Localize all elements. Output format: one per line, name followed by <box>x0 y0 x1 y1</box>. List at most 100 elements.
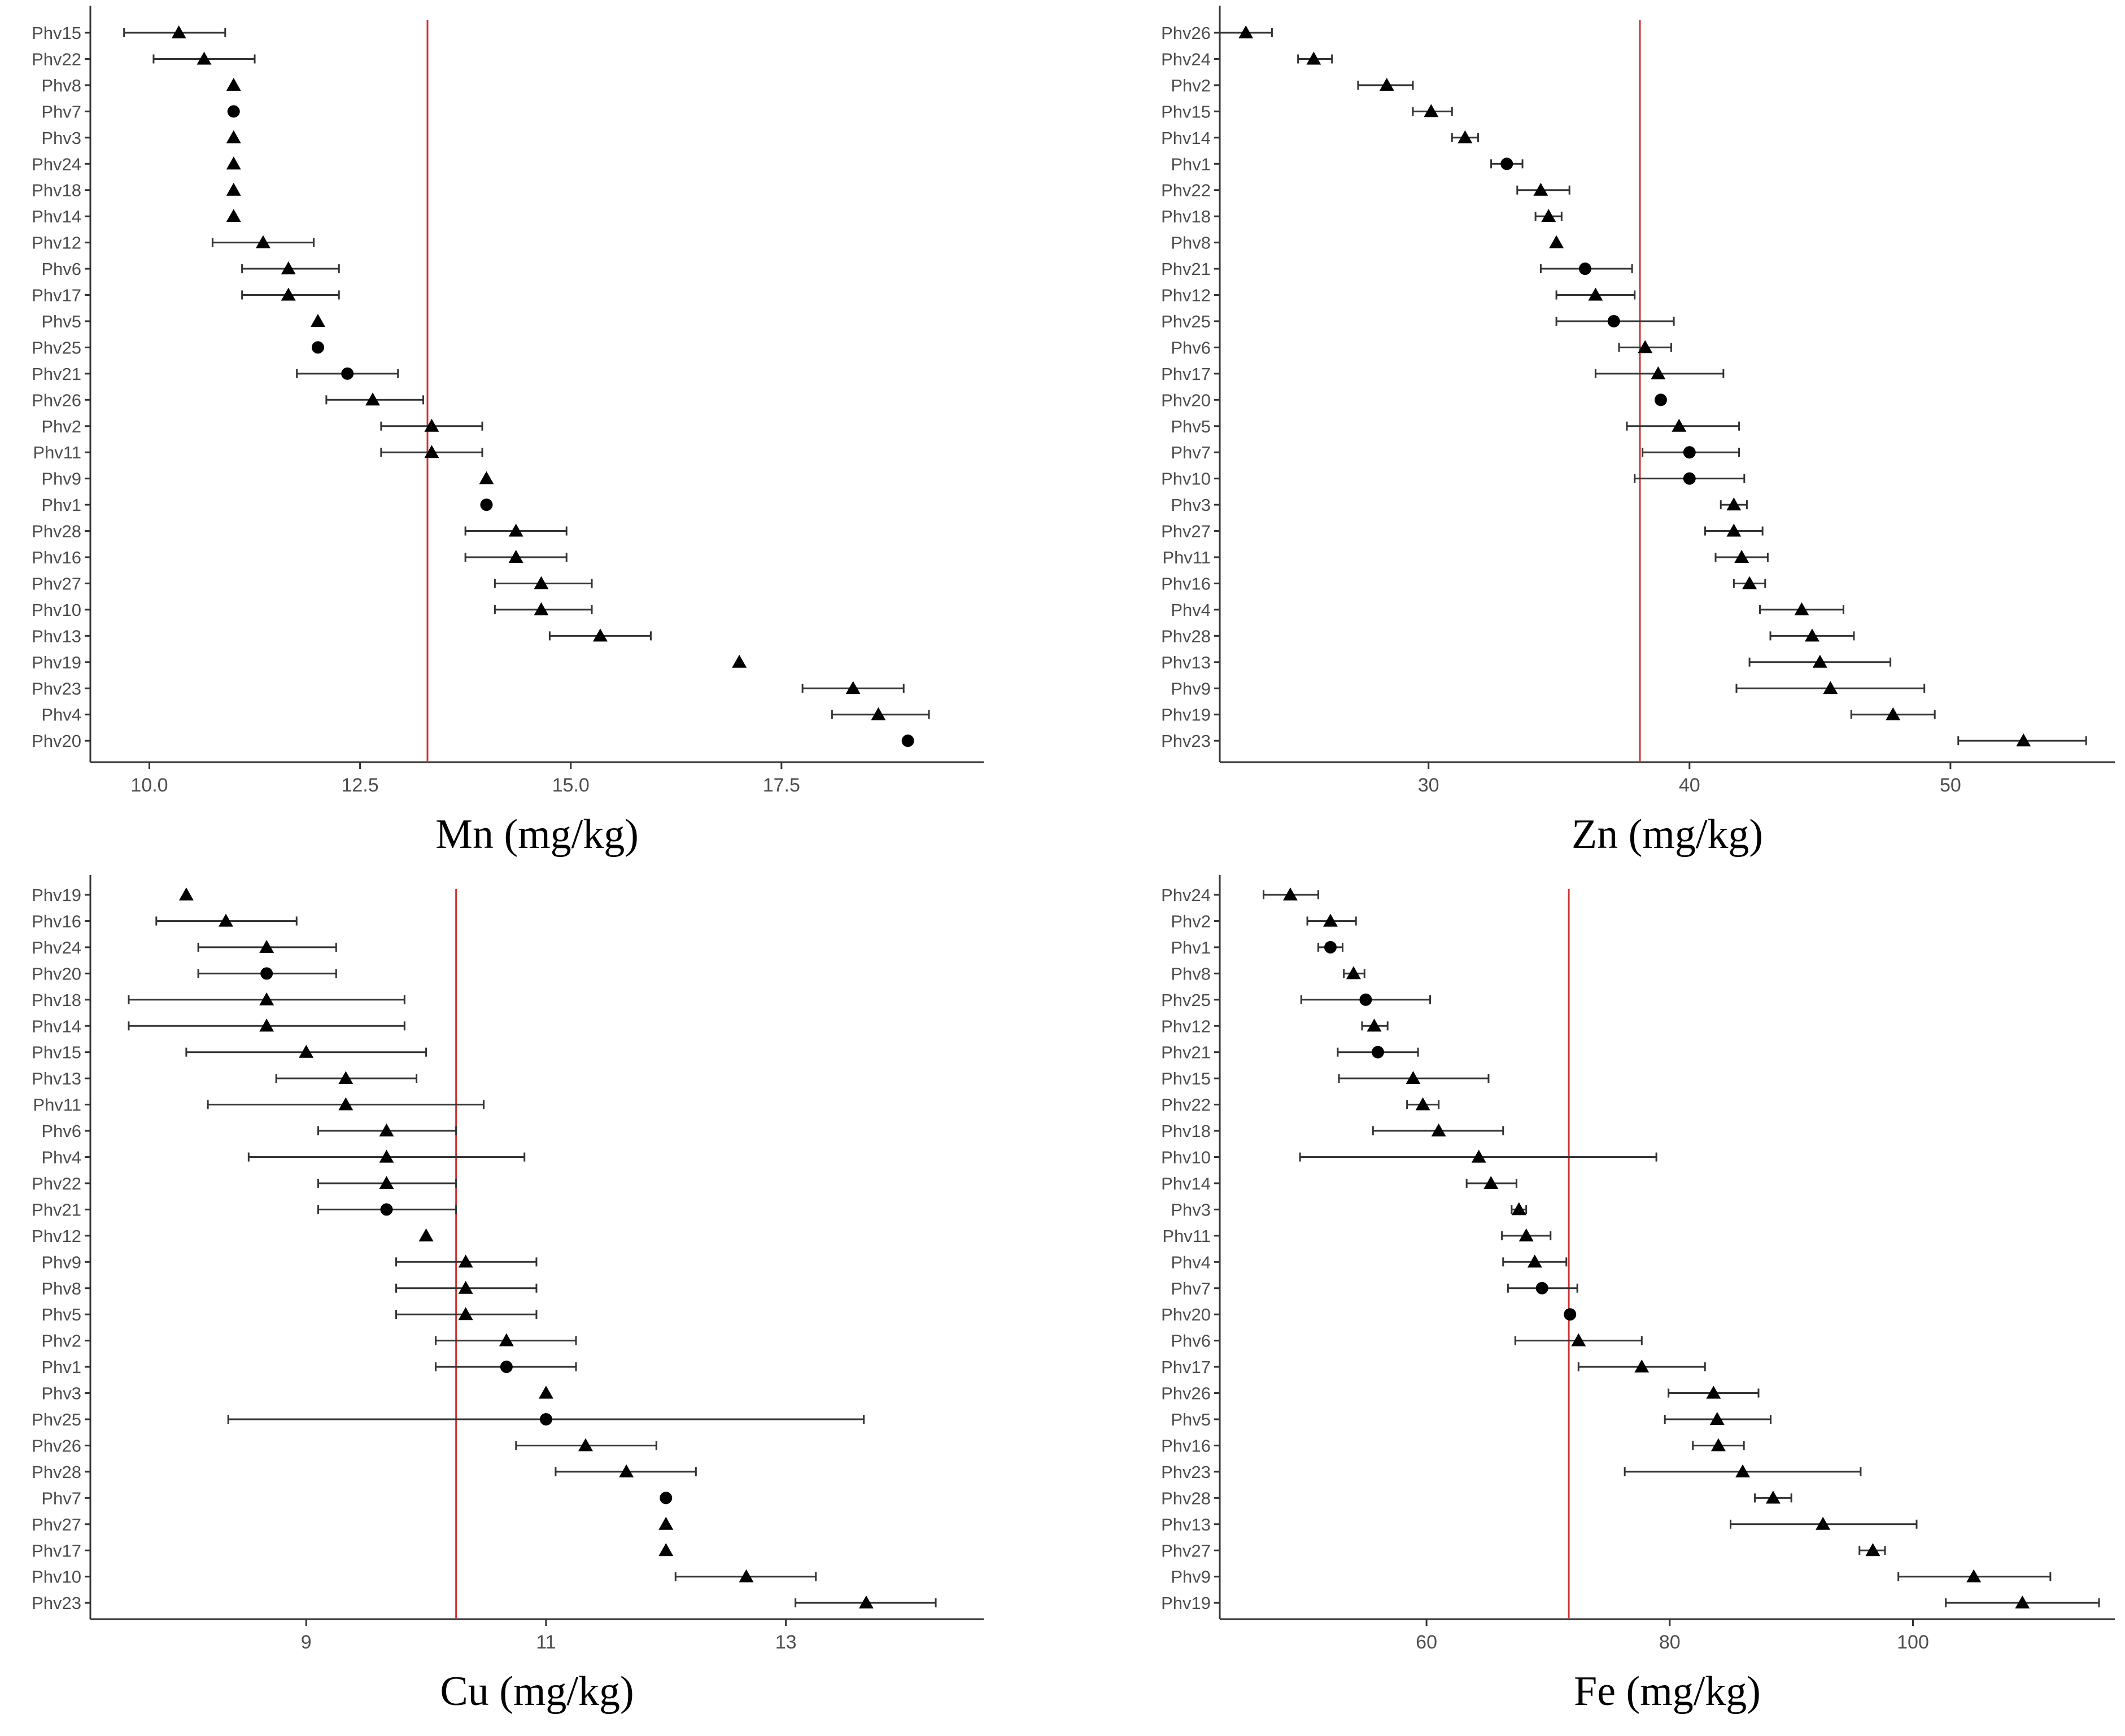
data-point-triangle <box>226 156 241 170</box>
data-point-circle <box>480 499 493 511</box>
data-point-triangle <box>619 1464 634 1477</box>
x-tick-label: 30 <box>1418 775 1439 796</box>
data-point-triangle <box>1471 1149 1486 1163</box>
y-tick-label: Phv25 <box>1161 990 1211 1010</box>
x-tick-label: 17.5 <box>763 775 800 796</box>
data-point-triangle <box>226 209 241 222</box>
data-point-triangle <box>499 1333 514 1346</box>
y-tick-label: Phv15 <box>32 1043 81 1062</box>
y-tick-label: Phv4 <box>1171 600 1211 620</box>
y-tick-label: Phv17 <box>1161 1357 1211 1377</box>
data-point-triangle <box>379 1123 394 1137</box>
y-tick-label: Phv28 <box>32 522 81 541</box>
y-tick-label: Phv19 <box>1161 1593 1211 1613</box>
y-tick-label: Phv28 <box>1161 1488 1211 1508</box>
y-tick-label: Phv27 <box>32 1515 81 1534</box>
y-tick-label: Phv11 <box>1162 1226 1211 1246</box>
data-point-triangle <box>538 1385 553 1399</box>
data-point-circle <box>1324 941 1337 954</box>
data-point-circle <box>227 105 240 118</box>
y-tick-label: Phv17 <box>32 286 81 305</box>
x-axis-title: Cu (mg/kg) <box>440 1668 634 1715</box>
y-tick-label: Phv10 <box>32 600 81 620</box>
x-tick-label: 11 <box>536 1632 556 1653</box>
data-point-triangle <box>1804 628 1819 642</box>
data-point-circle <box>1500 158 1513 170</box>
data-point-triangle <box>1638 340 1653 353</box>
y-tick-label: Phv8 <box>1171 233 1211 253</box>
y-tick-label: Phv6 <box>41 259 81 279</box>
y-tick-label: Phv18 <box>1161 207 1211 226</box>
y-tick-label: Phv25 <box>32 1410 81 1429</box>
y-tick-label: Phv7 <box>41 1488 81 1508</box>
y-tick-label: Phv4 <box>41 705 81 725</box>
data-point-triangle <box>1709 1412 1725 1425</box>
y-tick-label: Phv15 <box>1161 102 1211 121</box>
y-tick-label: Phv20 <box>1161 390 1211 410</box>
data-point-circle <box>260 967 273 980</box>
panel-fe: 60 80 100 Phv24 Phv2 Phv1 Phv8 Phv25 Phv12 Phv21 P… <box>1161 875 2115 1715</box>
y-tick-label: Phv17 <box>1161 364 1211 384</box>
y-tick-label: Phv26 <box>32 390 81 410</box>
y-tick-label: Phv12 <box>32 233 81 253</box>
x-axis-title: Fe (mg/kg) <box>1574 1668 1761 1715</box>
y-tick-label: Phv22 <box>32 1174 81 1193</box>
x-axis-title: Zn (mg/kg) <box>1572 811 1763 858</box>
data-point-triangle <box>418 1228 434 1241</box>
x-tick-label: 100 <box>1897 1632 1929 1653</box>
y-tick-label: Phv12 <box>32 1226 81 1246</box>
data-point-triangle <box>1323 913 1338 927</box>
y-tick-label: Phv22 <box>1161 181 1211 200</box>
y-tick-label: Phv22 <box>1161 1095 1211 1115</box>
data-point-triangle <box>1865 1543 1880 1556</box>
data-point-triangle <box>1511 1202 1526 1215</box>
y-tick-label: Phv16 <box>32 548 81 567</box>
data-point-triangle <box>1424 104 1439 117</box>
panel-cu: 9 11 13 Phv19 Phv16 Phv24 Phv20 Phv18 Phv14 Phv15… <box>32 875 984 1715</box>
data-point-triangle <box>1812 654 1827 668</box>
data-point-triangle <box>845 681 861 694</box>
data-point-triangle <box>1672 418 1687 432</box>
y-tick-label: Phv28 <box>32 1462 81 1482</box>
data-point-triangle <box>226 130 241 143</box>
x-tick-label: 9 <box>301 1632 312 1653</box>
y-tick-label: Phv6 <box>1171 1331 1211 1351</box>
data-point-triangle <box>592 628 608 642</box>
y-tick-label: Phv10 <box>32 1567 81 1587</box>
data-point-triangle <box>534 576 549 589</box>
y-tick-label: Phv23 <box>1161 1462 1211 1482</box>
panel-zn: 30 40 50 Phv26 Phv24 Phv2 Phv15 Phv14 Phv1 Phv22 P… <box>1161 6 2115 858</box>
data-point-triangle <box>197 51 212 65</box>
data-point-circle <box>1607 314 1620 327</box>
y-tick-label: Phv9 <box>1171 1567 1211 1587</box>
y-tick-label: Phv14 <box>32 1016 81 1036</box>
y-tick-label: Phv14 <box>1161 128 1211 148</box>
y-tick-label: Phv26 <box>32 1436 81 1455</box>
y-tick-label: Phv4 <box>41 1148 81 1167</box>
data-point-triangle <box>871 707 886 720</box>
y-tick-label: Phv18 <box>1161 1121 1211 1141</box>
y-tick-label: Phv8 <box>1171 964 1211 983</box>
y-tick-label: Phv3 <box>1171 1200 1211 1219</box>
data-point-triangle <box>2015 1595 2030 1609</box>
y-tick-label: Phv16 <box>1161 574 1211 593</box>
data-point-circle <box>380 1203 393 1216</box>
data-point-circle <box>1683 446 1696 459</box>
data-point-triangle <box>1527 1254 1542 1268</box>
y-tick-label: Phv20 <box>32 731 81 751</box>
data-point-triangle <box>508 550 523 563</box>
data-point-triangle <box>739 1569 754 1582</box>
data-point-triangle <box>1282 887 1298 900</box>
y-tick-label: Phv13 <box>32 626 81 646</box>
y-tick-label: Phv22 <box>32 49 81 69</box>
data-point-triangle <box>1519 1228 1534 1241</box>
data-point-triangle <box>1306 51 1321 65</box>
y-tick-label: Phv20 <box>32 964 81 983</box>
y-tick-label: Phv2 <box>41 1331 81 1351</box>
data-point-triangle <box>1458 130 1473 143</box>
data-point-triangle <box>178 887 194 900</box>
y-tick-label: Phv10 <box>1161 1148 1211 1167</box>
y-tick-label: Phv27 <box>32 574 81 593</box>
x-tick-label: 50 <box>1940 775 1961 796</box>
